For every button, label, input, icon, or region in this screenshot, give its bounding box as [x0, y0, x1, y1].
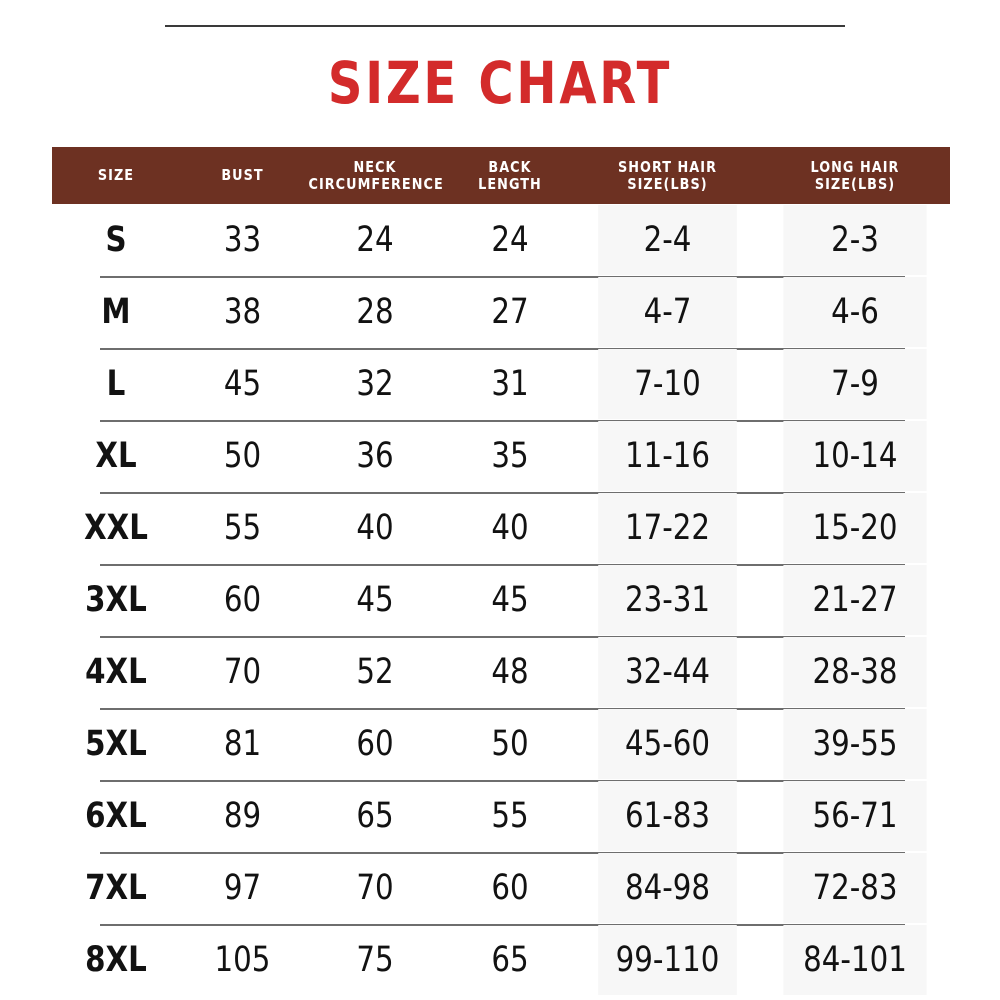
- cell-short: 7-10: [581, 349, 753, 419]
- cell-neck: 28: [356, 292, 394, 332]
- cell-back: 35: [491, 436, 529, 476]
- cell-neck: 75: [356, 940, 394, 980]
- column-header-short-hair-size: SHORT HAIR SIZE(LBS): [580, 157, 756, 193]
- column-header-neck-circumference: NECK CIRCUMFERENCE: [308, 157, 444, 193]
- cell-neck: 24: [356, 220, 394, 260]
- cell-back: 31: [491, 364, 529, 404]
- table-row: 3XL 60 45 45 23-31 21-27: [52, 564, 950, 636]
- cell-size: 7XL: [85, 868, 147, 908]
- cell-neck: 60: [356, 724, 394, 764]
- table-row: L 45 32 31 7-10 7-9: [52, 348, 950, 420]
- cell-bust: 38: [223, 292, 262, 332]
- cell-size: 8XL: [85, 940, 147, 980]
- cell-back: 45: [491, 580, 529, 620]
- column-header-line: SIZE: [97, 166, 135, 184]
- page-title: SIZE CHART: [327, 49, 673, 117]
- cell-long: 39-55: [767, 709, 944, 779]
- cell-short: 61-83: [581, 781, 753, 851]
- cell-long: 56-71: [767, 781, 944, 851]
- cell-long: 4-6: [767, 277, 944, 347]
- column-header-line: SIZE(LBS): [627, 174, 708, 193]
- column-header-back-length: BACK LENGTH: [448, 157, 572, 193]
- table-header-row: SIZE BUST NECK CIRCUMFERENCE BACK LENGTH S…: [52, 147, 950, 204]
- cell-neck: 32: [356, 364, 394, 404]
- cell-bust: 45: [223, 364, 262, 404]
- cell-short: 99-110: [581, 925, 753, 995]
- cell-back: 48: [491, 652, 529, 692]
- cell-short: 2-4: [581, 205, 753, 275]
- cell-back: 50: [491, 724, 529, 764]
- cell-long: 72-83: [767, 853, 944, 923]
- table-row: M 38 28 27 4-7 4-6: [52, 276, 950, 348]
- cell-short: 45-60: [581, 709, 753, 779]
- column-header-line: SIZE(LBS): [814, 174, 896, 193]
- column-header-line: CIRCUMFERENCE: [308, 174, 444, 193]
- table-row: XL 50 36 35 11-16 10-14: [52, 420, 950, 492]
- cell-bust: 105: [214, 940, 271, 980]
- cell-back: 40: [491, 508, 529, 548]
- table-row: 5XL 81 60 50 45-60 39-55: [52, 708, 950, 780]
- column-header-line: BUST: [221, 166, 264, 184]
- table-row: S 33 24 24 2-4 2-3: [52, 204, 950, 276]
- cell-long: 10-14: [767, 421, 944, 491]
- cell-back: 60: [491, 868, 529, 908]
- cell-short: 84-98: [581, 853, 753, 923]
- table-row: 6XL 89 65 55 61-83 56-71: [52, 780, 950, 852]
- cell-long: 7-9: [767, 349, 944, 419]
- cell-bust: 89: [223, 796, 262, 836]
- cell-neck: 65: [356, 796, 394, 836]
- cell-bust: 33: [223, 220, 262, 260]
- cell-long: 84-101: [767, 925, 944, 995]
- column-header-line: SHORT HAIR: [617, 157, 718, 176]
- cell-bust: 81: [223, 724, 262, 764]
- cell-bust: 50: [223, 436, 262, 476]
- cell-back: 65: [491, 940, 529, 980]
- cell-size: 6XL: [85, 796, 147, 836]
- cell-back: 27: [491, 292, 529, 332]
- column-header-line: NECK: [353, 157, 397, 176]
- cell-back: 55: [491, 796, 529, 836]
- cell-long: 15-20: [767, 493, 944, 563]
- cell-short: 32-44: [581, 637, 753, 707]
- table-row: 8XL 105 75 65 99-110 84-101: [52, 924, 950, 996]
- cell-short: 23-31: [581, 565, 753, 635]
- cell-neck: 52: [356, 652, 394, 692]
- cell-short: 11-16: [581, 421, 753, 491]
- cell-size: 3XL: [85, 580, 147, 620]
- size-chart-table: SIZE BUST NECK CIRCUMFERENCE BACK LENGTH S…: [52, 147, 950, 996]
- cell-short: 4-7: [581, 277, 753, 347]
- cell-neck: 70: [356, 868, 394, 908]
- column-header-size: SIZE: [55, 167, 177, 184]
- cell-short: 17-22: [581, 493, 753, 563]
- column-header-line: LENGTH: [478, 174, 542, 193]
- cell-long: 2-3: [767, 205, 944, 275]
- column-header-line: LONG HAIR: [810, 157, 900, 176]
- column-header-long-hair-size: LONG HAIR SIZE(LBS): [765, 157, 946, 193]
- cell-size: XXL: [84, 508, 148, 548]
- cell-neck: 45: [356, 580, 394, 620]
- table-row: 7XL 97 70 60 84-98 72-83: [52, 852, 950, 924]
- cell-bust: 55: [223, 508, 262, 548]
- cell-size: S: [105, 220, 127, 260]
- cell-bust: 60: [223, 580, 262, 620]
- table-body: S 33 24 24 2-4 2-3 M 38 28 27 4-7 4-6 L 45 32 31 7-10 7-9…: [52, 204, 950, 996]
- cell-size: 4XL: [85, 652, 147, 692]
- cell-back: 24: [491, 220, 529, 260]
- cell-long: 28-38: [767, 637, 944, 707]
- cell-size: L: [106, 364, 126, 404]
- cell-long: 21-27: [767, 565, 944, 635]
- cell-neck: 40: [356, 508, 394, 548]
- column-header-line: BACK: [488, 157, 532, 176]
- cell-size: 5XL: [85, 724, 147, 764]
- table-row: XXL 55 40 40 17-22 15-20: [52, 492, 950, 564]
- top-divider-rule: [165, 25, 845, 27]
- cell-size: XL: [95, 436, 137, 476]
- cell-bust: 70: [223, 652, 262, 692]
- cell-size: M: [101, 292, 131, 332]
- table-row: 4XL 70 52 48 32-44 28-38: [52, 636, 950, 708]
- column-header-bust: BUST: [183, 167, 302, 184]
- cell-bust: 97: [223, 868, 262, 908]
- cell-neck: 36: [356, 436, 394, 476]
